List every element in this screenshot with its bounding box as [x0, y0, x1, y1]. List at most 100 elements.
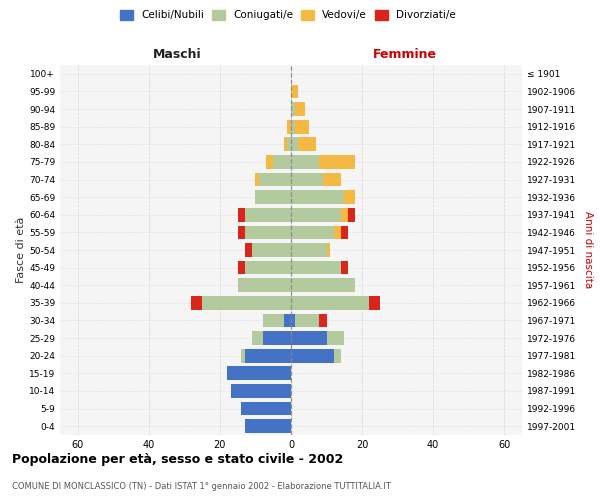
- Bar: [291, 190, 355, 204]
- Bar: [245, 226, 291, 239]
- Bar: [291, 314, 295, 328]
- Bar: [291, 155, 319, 169]
- Bar: [227, 366, 291, 380]
- Bar: [241, 349, 291, 362]
- Bar: [241, 349, 291, 362]
- Bar: [291, 120, 309, 134]
- Bar: [227, 366, 291, 380]
- Bar: [252, 331, 291, 345]
- Bar: [291, 278, 355, 292]
- Bar: [238, 278, 291, 292]
- Bar: [263, 314, 291, 328]
- Bar: [291, 102, 305, 116]
- Bar: [291, 102, 295, 116]
- Bar: [287, 138, 291, 151]
- Bar: [241, 349, 291, 362]
- Y-axis label: Fasce di età: Fasce di età: [16, 217, 26, 283]
- Bar: [191, 296, 291, 310]
- Bar: [291, 190, 355, 204]
- Bar: [241, 402, 291, 415]
- Bar: [291, 260, 341, 274]
- Bar: [259, 172, 291, 186]
- Bar: [291, 243, 326, 257]
- Bar: [291, 331, 344, 345]
- Bar: [291, 349, 341, 362]
- Legend: Celibi/Nubili, Coniugati/e, Vedovi/e, Divorziati/e: Celibi/Nubili, Coniugati/e, Vedovi/e, Di…: [120, 10, 456, 20]
- Bar: [291, 84, 298, 98]
- Bar: [252, 243, 291, 257]
- Bar: [241, 402, 291, 415]
- Bar: [291, 172, 341, 186]
- Bar: [252, 331, 291, 345]
- Bar: [238, 260, 291, 274]
- Text: Maschi: Maschi: [153, 48, 202, 62]
- Bar: [291, 260, 341, 274]
- Bar: [252, 331, 291, 345]
- Bar: [256, 172, 291, 186]
- Bar: [238, 278, 291, 292]
- Bar: [202, 296, 291, 310]
- Bar: [241, 402, 291, 415]
- Bar: [263, 314, 291, 328]
- Bar: [252, 243, 291, 257]
- Bar: [245, 349, 291, 362]
- Bar: [291, 208, 341, 222]
- Text: Femmine: Femmine: [373, 48, 437, 62]
- Bar: [256, 172, 291, 186]
- Bar: [263, 331, 291, 345]
- Bar: [245, 260, 291, 274]
- Bar: [284, 138, 291, 151]
- Bar: [284, 314, 291, 328]
- Bar: [291, 138, 316, 151]
- Bar: [256, 190, 291, 204]
- Bar: [291, 208, 355, 222]
- Bar: [291, 138, 298, 151]
- Bar: [266, 155, 291, 169]
- Bar: [245, 420, 291, 433]
- Bar: [291, 226, 348, 239]
- Bar: [266, 155, 291, 169]
- Bar: [238, 226, 291, 239]
- Bar: [230, 384, 291, 398]
- Bar: [291, 243, 330, 257]
- Bar: [291, 296, 369, 310]
- Bar: [284, 138, 291, 151]
- Bar: [202, 296, 291, 310]
- Bar: [291, 155, 355, 169]
- Bar: [291, 331, 326, 345]
- Bar: [291, 226, 334, 239]
- Bar: [230, 384, 291, 398]
- Bar: [287, 120, 291, 134]
- Bar: [291, 172, 323, 186]
- Bar: [291, 243, 330, 257]
- Text: COMUNE DI MONCLASSICO (TN) - Dati ISTAT 1° gennaio 2002 - Elaborazione TUTTITALI: COMUNE DI MONCLASSICO (TN) - Dati ISTAT …: [12, 482, 391, 491]
- Bar: [291, 208, 348, 222]
- Bar: [245, 420, 291, 433]
- Bar: [238, 208, 291, 222]
- Bar: [291, 102, 305, 116]
- Bar: [245, 226, 291, 239]
- Bar: [291, 314, 319, 328]
- Bar: [291, 190, 344, 204]
- Bar: [238, 278, 291, 292]
- Bar: [291, 349, 341, 362]
- Bar: [287, 120, 291, 134]
- Bar: [291, 278, 355, 292]
- Bar: [291, 155, 355, 169]
- Bar: [291, 296, 369, 310]
- Bar: [245, 208, 291, 222]
- Bar: [291, 260, 348, 274]
- Bar: [291, 172, 341, 186]
- Bar: [245, 420, 291, 433]
- Bar: [291, 138, 316, 151]
- Bar: [291, 331, 344, 345]
- Bar: [291, 84, 298, 98]
- Bar: [273, 155, 291, 169]
- Bar: [291, 314, 326, 328]
- Bar: [291, 278, 355, 292]
- Bar: [291, 349, 341, 362]
- Bar: [245, 243, 291, 257]
- Bar: [227, 366, 291, 380]
- Bar: [245, 208, 291, 222]
- Y-axis label: Anni di nascita: Anni di nascita: [583, 212, 593, 288]
